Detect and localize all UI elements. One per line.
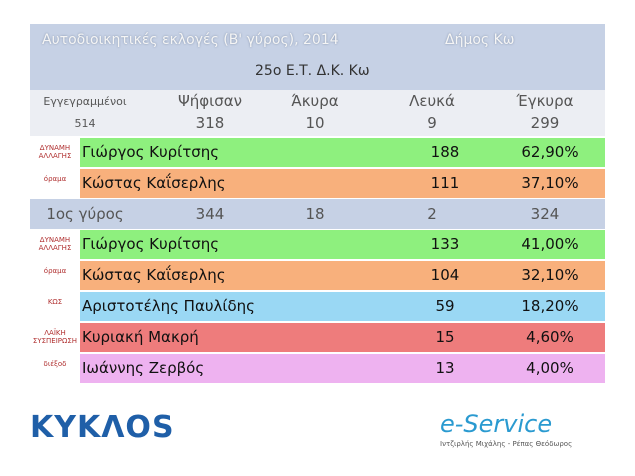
stat-label: Άκυρα [291,92,339,110]
stat-label: Εγγεγραμμένοι [43,95,127,108]
votes: 104 [430,266,460,284]
percent: 37,10% [521,174,579,192]
party-logo: όραμα [43,175,67,183]
round1-total: 2 [427,205,437,223]
row-band [80,169,605,198]
row-band [80,354,605,383]
percent: 4,60% [526,328,574,346]
votes: 133 [430,235,460,253]
row-band [80,323,605,352]
party-logo: ΔΥΝΑΜΗ ΑΛΛΑΓΗΣ [38,236,72,252]
percent: 62,90% [521,143,579,161]
title: Αυτοδιοικητικές εκλογές (Β' γύρος), 2014 [42,32,339,48]
stat-value: 299 [530,114,560,132]
candidate-name: Ιωάννης Ζερβός [82,359,205,377]
party-logo: ΛΑΪΚΗ ΣΥΣΠΕΙΡΩΣΗ [32,329,78,345]
votes: 188 [430,143,460,161]
votes: 111 [430,174,460,192]
candidate-name: Κώστας Καΐσερλης [82,266,226,284]
party-logo: ΔΥΝΑΜΗ ΑΛΛΑΓΗΣ [38,144,72,160]
round1-band [30,199,605,229]
candidate-name: Κώστας Καΐσερλης [82,174,226,192]
row-band [80,292,605,321]
candidate-name: Γιώργος Κυρίτσης [82,235,220,253]
round1-total: 324 [530,205,560,223]
brand: ΚΥΚΛΟS [30,410,175,445]
percent: 4,00% [526,359,574,377]
stat-value: 318 [195,114,225,132]
round1-total: 344 [195,205,225,223]
row-band [80,261,605,290]
round1-total: 18 [305,205,325,223]
station: 25ο Ε.Τ. Δ.Κ. Κω [255,63,370,79]
stats-band [30,90,605,136]
stat-value: 9 [427,114,437,132]
stat-label: Λευκά [409,92,455,110]
percent: 32,10% [521,266,579,284]
service: e-Service [440,410,553,438]
candidate-name: Αριστοτέλης Παυλίδης [82,297,255,315]
header-band [30,24,605,90]
percent: 18,20% [521,297,579,315]
votes: 15 [435,328,455,346]
stat-label: Έγκυρα [516,92,574,110]
municipality: Δήμος Κω [445,32,515,48]
credits: Ιντζιρλής Μιχάλης - Ρέπας Θεόδωρος [440,440,573,448]
stat-value: 514 [74,117,96,130]
row-band [80,230,605,259]
votes: 59 [435,297,455,315]
round1-label: 1ος γύρος [46,205,124,223]
stat-label: Ψήφισαν [177,92,243,110]
party-logo: διέξοδ [43,360,67,368]
votes: 13 [435,359,455,377]
percent: 41,00% [521,235,579,253]
stat-value: 10 [305,114,325,132]
party-logo: όραμα [43,267,67,275]
candidate-name: Γιώργος Κυρίτσης [82,143,220,161]
row-band [80,138,605,167]
candidate-name: Κυριακή Μακρή [82,328,199,346]
party-logo: ΚΩΣ [47,298,63,306]
